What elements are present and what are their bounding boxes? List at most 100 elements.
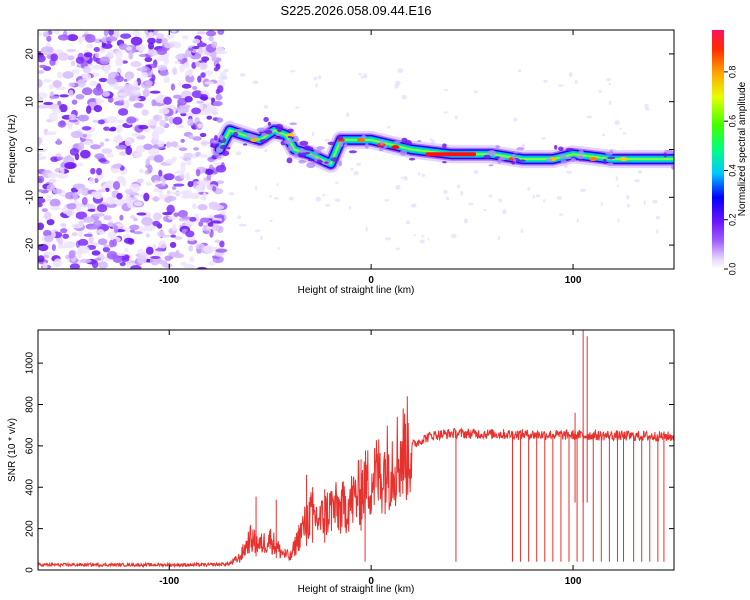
- heatmap-cell: [273, 197, 279, 200]
- heatmap-cell: [288, 196, 294, 201]
- heatmap-cell: [81, 126, 92, 131]
- heatmap-cell: [188, 245, 194, 252]
- heatmap-cell: [84, 33, 96, 43]
- heatmap-cell: [56, 156, 64, 161]
- heatmap-cell: [108, 30, 114, 36]
- heatmap-cell: [634, 179, 640, 183]
- heatmap-cell: [115, 57, 124, 67]
- heatmap-cell: [427, 237, 430, 241]
- heatmap-cell: [322, 194, 326, 197]
- heatmap-cell: [198, 154, 209, 158]
- heatmap-cell: [77, 79, 86, 88]
- heatmap-cell: [200, 94, 209, 101]
- heatmap-cell: [69, 147, 79, 156]
- heatmap-cell: [261, 132, 268, 136]
- snr-y-axis-label: SNR (10 * v/v): [7, 418, 18, 482]
- heatmap-cell: [394, 83, 399, 89]
- heatmap-cell: [152, 220, 161, 227]
- heatmap-cell: [215, 88, 221, 95]
- heatmap-cell: [159, 119, 167, 127]
- heatmap-cell: [197, 123, 203, 129]
- heatmap-cell: [134, 151, 143, 158]
- heatmap-cell: [256, 127, 266, 132]
- heatmap-cell: [200, 72, 206, 78]
- heatmap-cell: [155, 37, 163, 44]
- heatmap-cell: [129, 224, 140, 231]
- heatmap-cell: [159, 70, 169, 77]
- heatmap-cell: [122, 198, 129, 203]
- heatmap-cell: [410, 203, 417, 208]
- heatmap-cell: [180, 161, 187, 167]
- heatmap-ridge: [207, 117, 674, 173]
- heatmap-cell: [180, 261, 187, 266]
- heatmap-cell: [157, 64, 168, 72]
- heatmap-cell: [554, 144, 558, 150]
- heatmap-cell: [364, 142, 369, 149]
- heatmap-cell: [161, 181, 166, 186]
- heatmap-cell: [215, 248, 228, 253]
- heatmap-cell: [174, 60, 181, 65]
- heatmap-cell: [277, 246, 280, 250]
- heatmap-cell: [50, 205, 60, 211]
- heatmap-cell: [201, 56, 210, 62]
- heatmap-cell: [93, 38, 103, 44]
- heatmap-cell: [204, 81, 215, 85]
- heatmap-cell: [97, 189, 107, 193]
- heatmap-cell: [304, 146, 314, 151]
- heatmap-cell: [607, 156, 616, 160]
- heatmap-cell: [158, 169, 163, 177]
- heatmap-cell: [177, 81, 183, 87]
- heatmap-cell: [90, 64, 103, 70]
- heatmap-cell: [92, 219, 102, 228]
- heatmap-cell: [386, 126, 391, 129]
- heatmap-cell: [136, 178, 144, 184]
- heatmap-cell: [304, 151, 311, 155]
- heatmap-cell: [473, 90, 478, 94]
- heatmap-cell: [513, 151, 521, 154]
- heatmap-cell: [227, 146, 231, 150]
- colorbar-tick-label: 0.4: [727, 164, 737, 177]
- heatmap-cell: [602, 158, 607, 165]
- heatmap-cell: [71, 232, 78, 237]
- heatmap-cell: [72, 191, 79, 201]
- heatmap-cell: [103, 244, 110, 248]
- heatmap-cell: [383, 146, 388, 149]
- heatmap-cell: [378, 147, 384, 152]
- y-tick-label: 10: [25, 96, 36, 108]
- heatmap-cell: [335, 181, 339, 184]
- heatmap-cell: [248, 134, 258, 139]
- heatmap-cell: [558, 213, 564, 216]
- heatmap-cell: [520, 228, 524, 234]
- heatmap-cell: [99, 141, 105, 147]
- x-tick-label: -100: [159, 275, 179, 286]
- heatmap-cell: [174, 236, 183, 240]
- heatmap-cell: [379, 139, 385, 146]
- heatmap-cell: [75, 56, 85, 64]
- heatmap-cell: [145, 158, 151, 167]
- heatmap-cell: [131, 132, 143, 137]
- heatmap-cell: [358, 72, 362, 76]
- heatmap-cell: [44, 211, 52, 221]
- heatmap-cell: [287, 135, 293, 139]
- x-tick-label: 0: [368, 275, 374, 286]
- heatmap-cell: [112, 163, 122, 169]
- spectrogram-x-axis-label: Height of straight line (km): [298, 285, 415, 296]
- heatmap-cell: [93, 46, 100, 53]
- heatmap-cell: [602, 133, 605, 137]
- heatmap-cell: [96, 204, 108, 213]
- heatmap-cell: [70, 130, 83, 139]
- heatmap-cell: [97, 238, 108, 246]
- heatmap-cell: [75, 94, 85, 100]
- heatmap-cell: [294, 106, 300, 109]
- heatmap-cell: [254, 229, 261, 233]
- heatmap-cell: [62, 206, 68, 214]
- heatmap-cell: [77, 238, 89, 247]
- heatmap-cell: [164, 115, 169, 122]
- heatmap-cell: [48, 178, 57, 184]
- heatmap-cell: [112, 181, 121, 190]
- heatmap-cell: [113, 97, 124, 101]
- heatmap-cell: [517, 69, 521, 73]
- heatmap-cell: [617, 218, 620, 223]
- heatmap-cell: [157, 140, 165, 147]
- heatmap-cell: [136, 254, 147, 264]
